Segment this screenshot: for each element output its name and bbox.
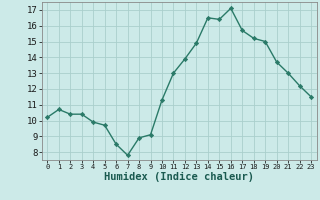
X-axis label: Humidex (Indice chaleur): Humidex (Indice chaleur) xyxy=(104,172,254,182)
